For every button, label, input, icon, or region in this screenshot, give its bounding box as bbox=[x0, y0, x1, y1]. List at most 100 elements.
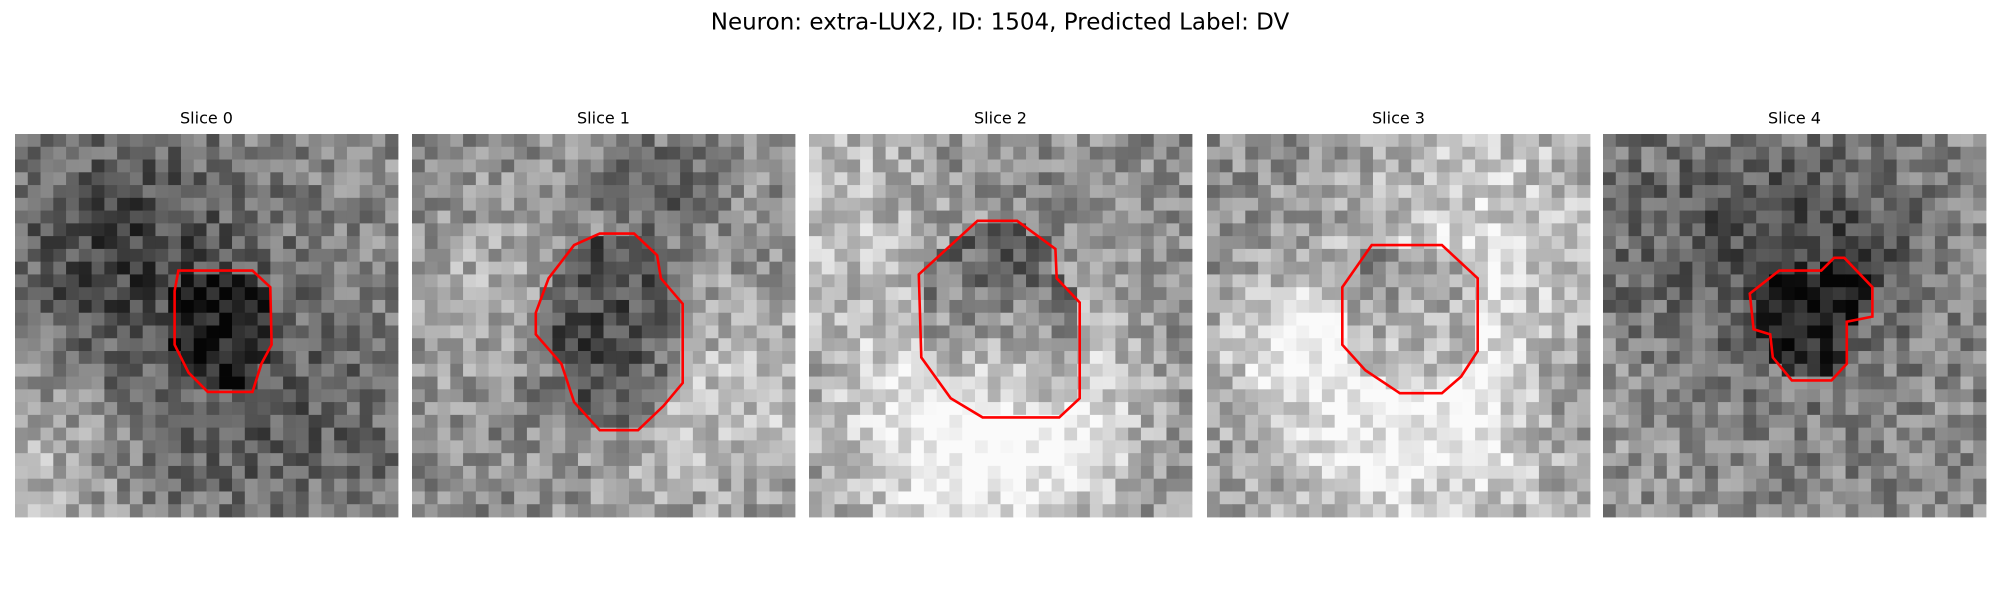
pixel bbox=[257, 465, 271, 480]
pixel bbox=[1871, 351, 1885, 365]
pixel bbox=[1140, 287, 1155, 301]
pixel bbox=[809, 363, 823, 377]
pixel bbox=[91, 185, 105, 199]
pixel bbox=[1960, 338, 1974, 352]
pixel bbox=[1000, 159, 1014, 173]
pixel bbox=[898, 363, 912, 377]
pixel bbox=[1756, 478, 1770, 492]
pixel bbox=[78, 402, 92, 416]
pixel bbox=[117, 325, 131, 339]
pixel bbox=[1296, 223, 1310, 237]
pixel bbox=[1641, 338, 1655, 352]
pixel bbox=[155, 453, 169, 467]
pixel bbox=[539, 312, 553, 326]
pixel bbox=[756, 376, 770, 390]
pixel bbox=[898, 351, 912, 365]
pixel bbox=[860, 146, 874, 160]
pixel bbox=[1398, 427, 1412, 441]
pixel bbox=[270, 146, 284, 160]
pixel bbox=[66, 210, 80, 224]
pixel bbox=[1296, 287, 1310, 301]
pixel bbox=[1628, 248, 1642, 263]
pixel bbox=[1500, 274, 1514, 288]
pixel bbox=[295, 389, 310, 403]
pixel bbox=[1258, 274, 1272, 288]
pixel bbox=[1128, 185, 1142, 199]
pixel bbox=[552, 402, 566, 416]
pixel bbox=[270, 402, 284, 416]
pixel bbox=[372, 427, 386, 441]
pixel bbox=[936, 504, 950, 518]
pixel bbox=[450, 287, 464, 301]
pixel bbox=[1372, 172, 1387, 186]
pixel bbox=[450, 236, 464, 250]
pixel bbox=[1321, 197, 1336, 211]
pixel bbox=[577, 146, 592, 160]
pixel bbox=[501, 325, 515, 339]
pixel bbox=[270, 363, 284, 377]
pixel bbox=[1207, 223, 1221, 237]
pixel bbox=[1102, 478, 1116, 492]
pixel bbox=[1232, 440, 1246, 454]
pixel bbox=[168, 223, 182, 237]
pixel bbox=[1666, 223, 1680, 237]
pixel bbox=[552, 146, 566, 160]
pixel bbox=[629, 248, 643, 263]
pixel bbox=[321, 465, 335, 480]
pixel bbox=[1026, 389, 1040, 403]
pixel bbox=[705, 465, 719, 480]
pixel bbox=[295, 172, 310, 186]
pixel bbox=[321, 210, 335, 224]
pixel bbox=[321, 134, 335, 148]
pixel bbox=[885, 363, 899, 377]
slice-panel bbox=[1603, 134, 1987, 518]
pixel bbox=[1475, 197, 1489, 211]
pixel bbox=[1013, 491, 1027, 505]
pixel bbox=[463, 414, 477, 429]
pixel bbox=[1140, 351, 1155, 365]
pixel bbox=[743, 223, 758, 237]
pixel bbox=[1922, 338, 1936, 352]
pixel bbox=[1564, 325, 1578, 339]
pixel bbox=[1411, 248, 1425, 263]
pixel bbox=[1385, 440, 1399, 454]
pixel bbox=[539, 185, 553, 199]
pixel bbox=[1153, 274, 1167, 288]
pixel bbox=[1909, 504, 1923, 518]
pixel bbox=[1051, 465, 1065, 480]
pixel bbox=[257, 172, 271, 186]
pixel bbox=[1896, 274, 1910, 288]
pixel bbox=[232, 414, 246, 429]
pixel bbox=[1909, 325, 1923, 339]
slice-title: Slice 2 bbox=[974, 109, 1027, 128]
pixel bbox=[1692, 159, 1706, 173]
pixel bbox=[257, 210, 271, 224]
pixel bbox=[552, 465, 566, 480]
pixel bbox=[193, 363, 207, 377]
pixel bbox=[1692, 338, 1706, 352]
pixel bbox=[283, 261, 297, 275]
pixel bbox=[962, 287, 976, 301]
pixel bbox=[53, 210, 67, 224]
pixel bbox=[1115, 146, 1129, 160]
pixel bbox=[667, 172, 681, 186]
pixel bbox=[616, 504, 630, 518]
pixel bbox=[616, 338, 630, 352]
pixel bbox=[142, 427, 156, 441]
pixel bbox=[782, 197, 796, 211]
pixel bbox=[1385, 172, 1399, 186]
pixel bbox=[1628, 440, 1642, 454]
pixel bbox=[590, 185, 604, 199]
pixel bbox=[1347, 414, 1361, 429]
pixel bbox=[283, 338, 297, 352]
pixel bbox=[1858, 159, 1872, 173]
pixel bbox=[1756, 414, 1770, 429]
pixel bbox=[692, 248, 707, 263]
pixel bbox=[949, 325, 963, 339]
pixel bbox=[1832, 172, 1846, 186]
pixel bbox=[1934, 159, 1949, 173]
pixel bbox=[1896, 440, 1910, 454]
pixel bbox=[1577, 427, 1591, 441]
pixel bbox=[1207, 478, 1221, 492]
pixel bbox=[1026, 274, 1040, 288]
